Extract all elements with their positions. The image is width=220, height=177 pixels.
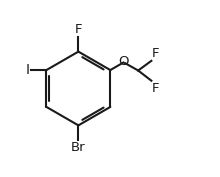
Text: F: F — [75, 23, 82, 36]
Text: O: O — [119, 55, 129, 68]
Text: F: F — [152, 82, 160, 95]
Text: F: F — [152, 47, 160, 60]
Text: I: I — [25, 63, 29, 77]
Text: Br: Br — [71, 141, 86, 154]
